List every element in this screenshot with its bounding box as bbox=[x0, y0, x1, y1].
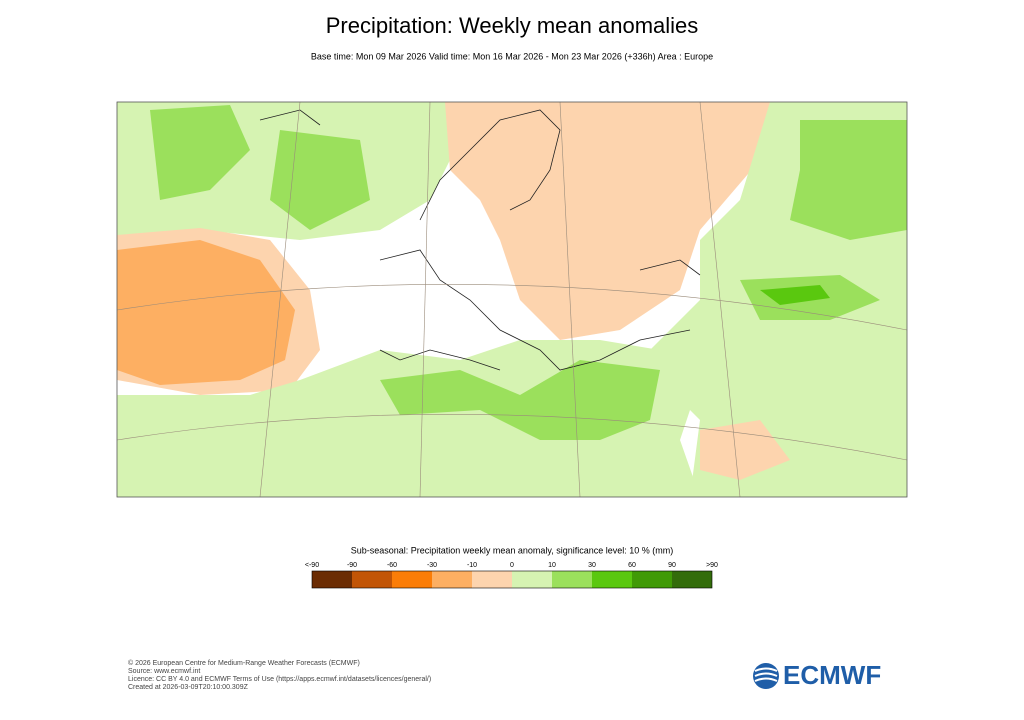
colorbar-label: -10 bbox=[467, 562, 477, 569]
colorbar-swatch bbox=[392, 571, 432, 588]
colorbar-label: 60 bbox=[628, 562, 636, 569]
colorbar-label: >90 bbox=[706, 562, 718, 569]
colorbar-swatch bbox=[472, 571, 512, 588]
colorbar-swatch bbox=[552, 571, 592, 588]
map bbox=[117, 102, 907, 497]
colorbar-label: 0 bbox=[510, 562, 514, 569]
colorbar-swatch bbox=[312, 571, 352, 588]
colorbar-swatch bbox=[672, 571, 712, 588]
colorbar-frame bbox=[311, 570, 713, 589]
colorbar-label: 10 bbox=[548, 562, 556, 569]
colorbar-label: -30 bbox=[427, 562, 437, 569]
footer-line: Created at 2026-03-09T20:10:00.309Z bbox=[128, 684, 249, 691]
colorbar-label: <-90 bbox=[305, 562, 319, 569]
legend-title: Sub-seasonal: Precipitation weekly mean … bbox=[351, 545, 673, 555]
colorbar-label: 30 bbox=[588, 562, 596, 569]
colorbar-swatch bbox=[592, 571, 632, 588]
colorbar-swatch bbox=[352, 571, 392, 588]
colorbar-label: -60 bbox=[387, 562, 397, 569]
colorbar: <-90 -90 -60 -30 -10 0 10 30 60 90 >90 bbox=[305, 562, 718, 589]
footer-line: Licence: CC BY 4.0 and ECMWF Terms of Us… bbox=[128, 676, 431, 683]
colorbar-swatch bbox=[432, 571, 472, 588]
colorbar-label: 90 bbox=[668, 562, 676, 569]
subtitle: Base time: Mon 09 Mar 2026 Valid time: M… bbox=[311, 51, 713, 61]
logo-text: ECMWF bbox=[783, 660, 881, 690]
logo: ECMWF bbox=[753, 660, 881, 690]
map-frame bbox=[116, 101, 908, 498]
title: Precipitation: Weekly mean anomalies bbox=[326, 13, 699, 38]
colorbar-label: -90 bbox=[347, 562, 357, 569]
footer: © 2026 European Centre for Medium-Range … bbox=[128, 659, 431, 691]
footer-line: Source: www.ecmwf.int bbox=[128, 668, 200, 675]
colorbar-swatch bbox=[632, 571, 672, 588]
footer-line: © 2026 European Centre for Medium-Range … bbox=[128, 659, 360, 667]
colorbar-swatch bbox=[512, 571, 552, 588]
